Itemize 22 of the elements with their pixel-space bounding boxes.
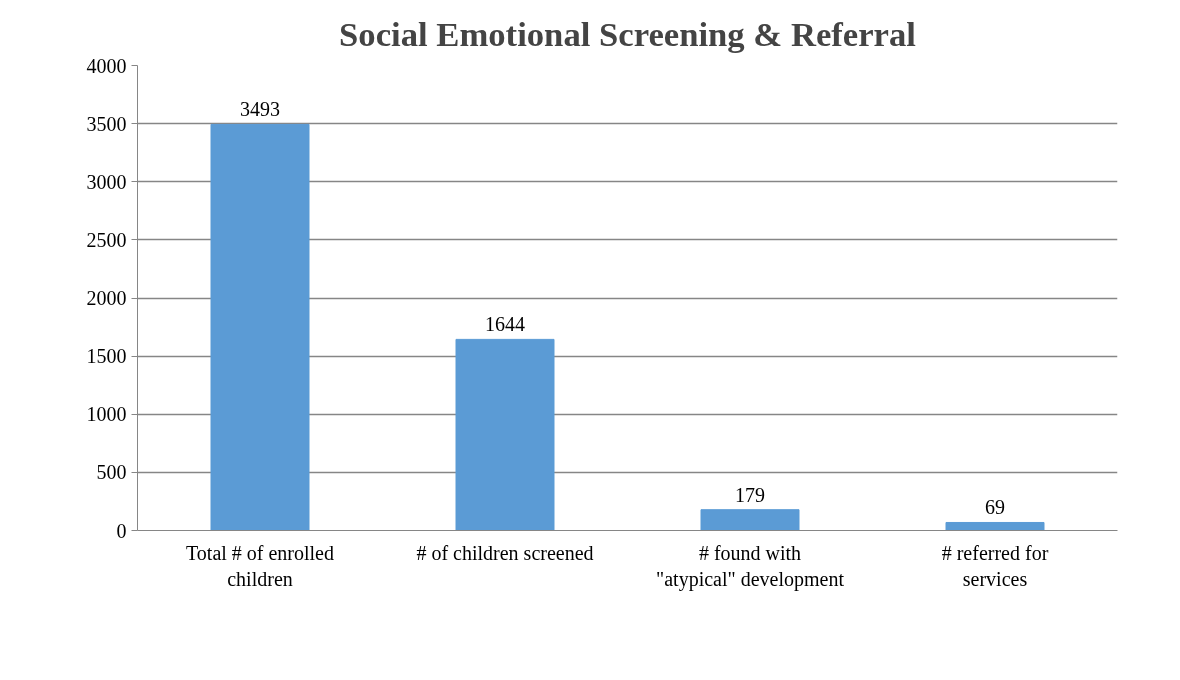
y-tick-label: 500 — [96, 461, 127, 484]
bar — [455, 338, 555, 531]
y-tick-label: 3500 — [86, 112, 127, 135]
x-tick-label: # of children screened — [416, 541, 594, 564]
bar — [945, 521, 1045, 531]
data-label: 179 — [735, 483, 765, 506]
y-tick-label: 0 — [116, 519, 127, 542]
y-tick-label: 2000 — [86, 287, 127, 309]
x-tick-label: Total # of enrolled children — [186, 541, 334, 590]
y-tick-label: 2500 — [86, 228, 127, 251]
data-label: 3493 — [240, 98, 280, 121]
y-tick-label: 1500 — [86, 345, 127, 368]
x-tick-label: # referred for services — [941, 541, 1049, 590]
x-tick-label: # found with "atypical" development — [656, 541, 845, 591]
data-label: 69 — [985, 496, 1005, 519]
bar — [210, 123, 310, 531]
y-tick-label: 1000 — [86, 403, 127, 426]
y-tick-label: 3000 — [86, 170, 127, 193]
bar — [700, 509, 800, 531]
data-label: 1644 — [485, 313, 525, 336]
y-tick-label: 4000 — [86, 54, 127, 77]
chart-title: Social Emotional Screening & Referral — [339, 15, 917, 53]
